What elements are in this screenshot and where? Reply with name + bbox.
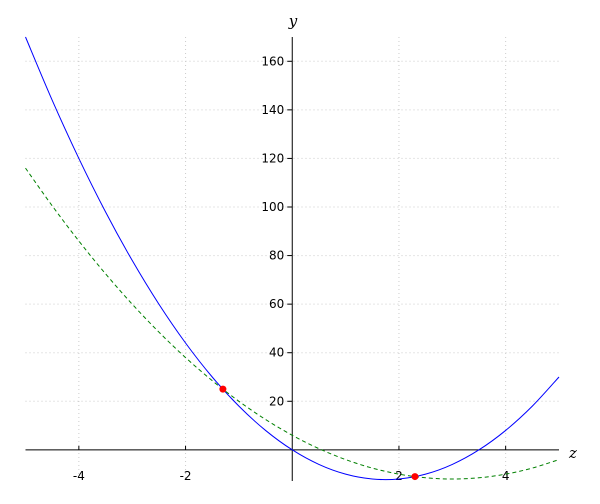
- y-tick-label: 100: [261, 200, 284, 214]
- y-tick-label: 40: [269, 346, 284, 360]
- point: [219, 385, 227, 393]
- x-tick-label: -4: [73, 469, 85, 483]
- point: [411, 473, 419, 481]
- x-tick-label: 4: [502, 469, 510, 483]
- x-axis-label: z: [568, 444, 577, 462]
- grid: [25, 37, 559, 479]
- y-tick-label: 20: [269, 394, 284, 408]
- x-tick-label: 2: [395, 469, 403, 483]
- y-axis-label: y: [288, 12, 298, 30]
- y-tick-label: 140: [261, 103, 284, 117]
- y-tick-label: 80: [269, 249, 284, 263]
- x-tick-label: -2: [180, 469, 192, 483]
- curve: [25, 36, 560, 481]
- curve: [25, 167, 560, 480]
- y-tick-label: 60: [269, 297, 284, 311]
- y-tick-label: 160: [261, 54, 284, 68]
- y-tick-label: 120: [261, 151, 284, 165]
